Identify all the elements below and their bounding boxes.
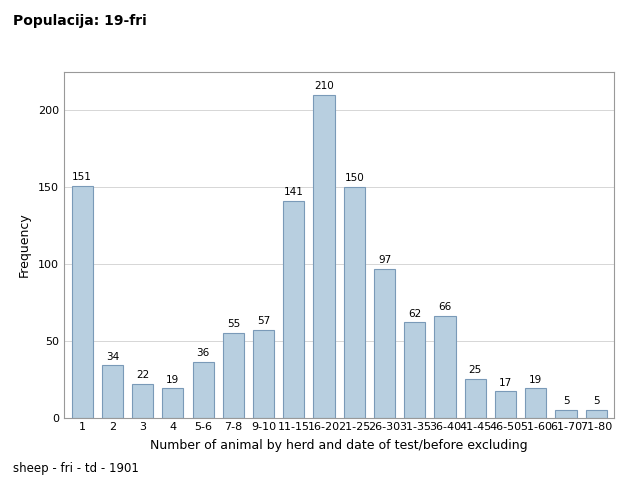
Bar [223, 333, 244, 418]
Text: 34: 34 [106, 351, 119, 361]
Text: 66: 66 [438, 302, 452, 312]
Text: 210: 210 [314, 81, 334, 91]
Text: 141: 141 [284, 187, 304, 197]
Bar [314, 95, 335, 418]
Bar [253, 330, 274, 418]
Text: 17: 17 [499, 378, 512, 388]
Y-axis label: Frequency: Frequency [18, 213, 31, 277]
Text: 22: 22 [136, 370, 149, 380]
Bar [193, 362, 214, 418]
Bar [344, 187, 365, 418]
Bar [284, 201, 305, 418]
Text: 55: 55 [227, 319, 240, 329]
Bar [72, 186, 93, 418]
Bar [556, 410, 577, 418]
Bar [525, 388, 547, 418]
X-axis label: Number of animal by herd and date of test/before excluding: Number of animal by herd and date of tes… [150, 439, 528, 453]
Bar [586, 410, 607, 418]
Text: 5: 5 [593, 396, 600, 406]
Text: 5: 5 [563, 396, 570, 406]
Bar [495, 392, 516, 418]
Text: 62: 62 [408, 309, 421, 319]
Text: Populacija: 19-fri: Populacija: 19-fri [13, 14, 147, 28]
Bar [404, 323, 426, 418]
Bar [465, 379, 486, 418]
Text: 150: 150 [344, 173, 364, 183]
Text: 36: 36 [196, 348, 210, 359]
Bar [163, 388, 184, 418]
Bar [374, 269, 395, 418]
Text: 19: 19 [529, 374, 542, 384]
Text: 25: 25 [468, 365, 482, 375]
Text: sheep - fri - td - 1901: sheep - fri - td - 1901 [13, 462, 139, 475]
Text: 57: 57 [257, 316, 270, 326]
Bar [102, 365, 123, 418]
Text: 97: 97 [378, 255, 391, 265]
Bar [132, 384, 153, 418]
Text: 151: 151 [72, 172, 92, 182]
Bar [435, 316, 456, 418]
Text: 19: 19 [166, 374, 179, 384]
